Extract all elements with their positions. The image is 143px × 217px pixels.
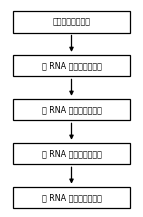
Bar <box>13 99 130 120</box>
Text: 引物的设计与合成: 引物的设计与合成 <box>52 17 91 26</box>
Text: 总 RNA 提取及质量检测: 总 RNA 提取及质量检测 <box>42 105 101 114</box>
Bar <box>13 143 130 164</box>
Bar <box>13 187 130 208</box>
Bar <box>13 55 130 77</box>
Text: 总 RNA 提取及质量检测: 总 RNA 提取及质量检测 <box>42 193 101 202</box>
Bar <box>13 11 130 33</box>
Text: 总 RNA 提取及质量检测: 总 RNA 提取及质量检测 <box>42 149 101 158</box>
Text: 总 RNA 提取及质量检测: 总 RNA 提取及质量检测 <box>42 61 101 70</box>
